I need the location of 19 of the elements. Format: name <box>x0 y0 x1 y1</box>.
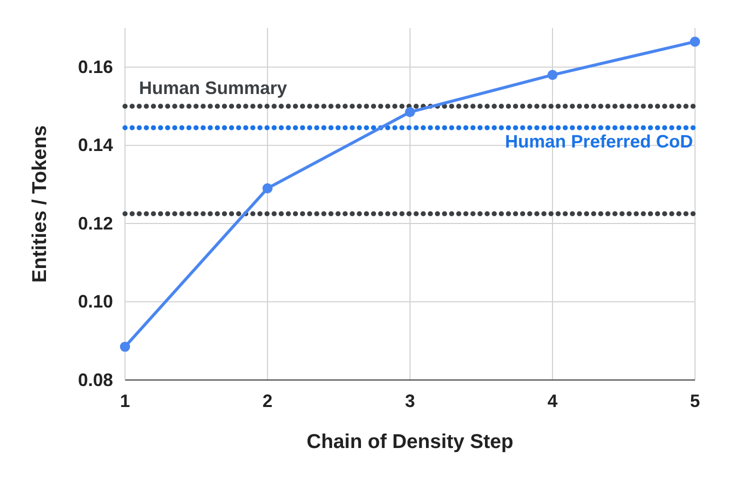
y-tick-label: 0.12 <box>78 213 113 234</box>
ref-line-label: Human Preferred CoD <box>504 132 693 152</box>
x-axis-title: Chain of Density Step <box>306 431 514 453</box>
y-tick-label: 0.14 <box>78 135 113 156</box>
y-axis-title: Entities / Tokens <box>29 125 51 283</box>
point <box>120 342 130 352</box>
point <box>690 36 700 47</box>
y-tick-label: 0.16 <box>78 56 113 77</box>
y-tick-label: 0.10 <box>78 292 113 312</box>
x-tick-label: 3 <box>404 390 416 411</box>
x-tick-label: 5 <box>690 390 700 411</box>
x-tick-label: 4 <box>547 390 558 411</box>
y-tick-label: 0.08 <box>78 370 113 390</box>
point <box>547 70 558 80</box>
x-tick-label: 1 <box>120 390 130 411</box>
point <box>404 107 416 118</box>
point <box>262 183 273 194</box>
x-tick-label: 2 <box>262 390 273 411</box>
ref-line-label: Human Summary <box>139 78 288 98</box>
